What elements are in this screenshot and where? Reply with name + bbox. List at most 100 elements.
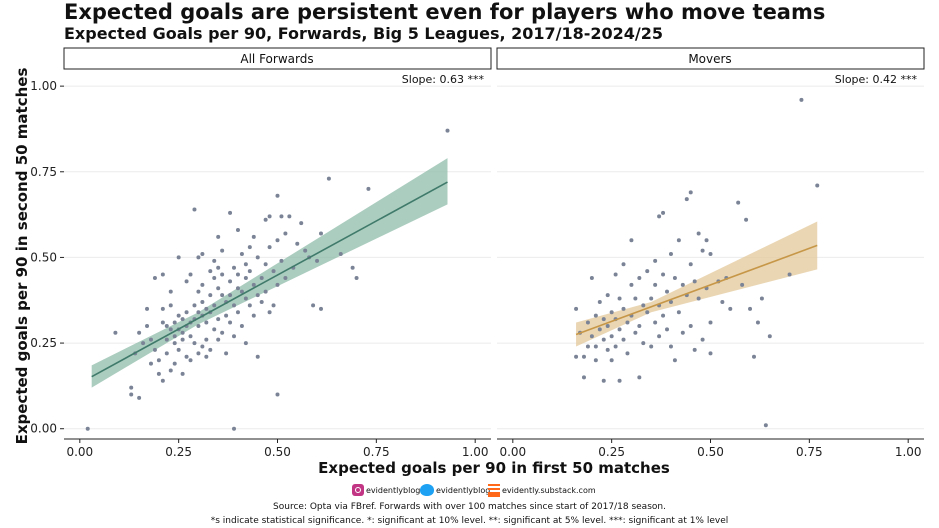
instagram-handle: evidentlyblog (366, 485, 421, 495)
scatter-point (216, 234, 221, 239)
scatter-point (232, 303, 237, 308)
scatter-point (668, 252, 673, 256)
scatter-point (744, 217, 749, 222)
scatter-point (247, 245, 252, 250)
scatter-point (275, 282, 280, 287)
scatter-point (188, 334, 193, 339)
scatter-point (645, 269, 650, 274)
scatter-point (680, 330, 685, 335)
scatter-point (228, 293, 233, 298)
scatter-point (113, 330, 118, 335)
scatter-point (366, 186, 371, 191)
scatter-point (145, 323, 150, 328)
scatter-point (184, 354, 189, 359)
scatter-point (605, 347, 610, 352)
scatter-point (196, 310, 201, 315)
scatter-point (196, 323, 201, 328)
scatter-point (212, 303, 217, 308)
x-tick-label: 1.00 (462, 445, 489, 459)
scatter-point (688, 262, 693, 267)
scatter-point (593, 313, 598, 318)
scatter-point (220, 293, 225, 298)
scatter-point (208, 269, 213, 274)
scatter-point (708, 351, 713, 356)
scatter-point (251, 234, 256, 239)
twitter-icon (420, 484, 434, 496)
scatter-point (445, 128, 450, 133)
scatter-point (172, 341, 177, 346)
x-tick-label: 0.00 (66, 445, 93, 459)
scatter-point (649, 344, 654, 349)
x-ticks: 0.00 0.25 0.50 0.75 1.00 (499, 439, 922, 459)
scatter-point (275, 193, 280, 198)
scatter-point (574, 354, 579, 359)
scatter-point (720, 299, 725, 304)
scatter-point (129, 392, 134, 397)
scatter-point (692, 347, 697, 352)
scatter-point (184, 279, 189, 284)
x-tick-label: 0.00 (499, 445, 526, 459)
scatter-point (601, 378, 606, 383)
scatter-point (228, 279, 233, 284)
scatter-point (589, 334, 594, 339)
gridlines (497, 85, 924, 430)
confidence-band (576, 221, 818, 347)
scatter-point (243, 296, 248, 301)
panel-strip-label: All Forwards (240, 52, 313, 66)
scatter-point (704, 238, 709, 243)
scatter-point (164, 323, 169, 328)
scatter-point (609, 310, 614, 315)
scatter-point (661, 210, 666, 215)
scatter-point (220, 272, 225, 277)
y-ticks: 0.00 0.25 0.50 0.75 1.00 (30, 79, 64, 436)
page-title: Expected goals are persistent even for p… (64, 0, 826, 24)
scatter-point (815, 183, 820, 188)
panel-strip (496, 47, 925, 70)
significance-note: *s indicate statistical significance. *:… (210, 516, 729, 526)
scatter-point (216, 286, 221, 291)
scatter-point (208, 347, 213, 352)
twitter-credit[interactable]: evidentlyblog (420, 481, 490, 499)
scatter-point (665, 289, 670, 294)
scatter-point (672, 275, 677, 280)
instagram-credit[interactable]: evidentlyblog (352, 481, 420, 499)
scatter-point (200, 344, 205, 349)
scatter-point (204, 354, 209, 359)
scatter-point (141, 341, 146, 346)
substack-icon (488, 483, 500, 497)
x-tick-label: 0.50 (697, 445, 724, 459)
confidence-band (91, 158, 448, 388)
scatter-point (763, 423, 768, 428)
scatter-points (85, 128, 450, 431)
fit-line (91, 181, 448, 378)
scatter-point (601, 317, 606, 322)
scatter-point (243, 275, 248, 280)
scatter-point (649, 296, 654, 301)
y-tick-label: 1.00 (30, 79, 57, 93)
scatter-point (176, 313, 181, 318)
substack-credit[interactable]: evidently.substack.com (488, 481, 596, 499)
scatter-point (799, 97, 804, 102)
scatter-point (700, 337, 705, 342)
scatter-point (196, 255, 201, 260)
scatter-point (184, 310, 189, 315)
instagram-icon (352, 484, 364, 496)
scatter-point (263, 289, 268, 294)
scatter-point (180, 317, 185, 322)
scatter-point (212, 275, 217, 280)
scatter-point (688, 323, 693, 328)
scatter-point (641, 303, 646, 308)
scatter-point (129, 385, 134, 390)
scatter-point (736, 200, 741, 205)
scatter-point (208, 293, 213, 298)
scatter-point (621, 306, 626, 311)
scatter-point (680, 282, 685, 287)
scatter-point (259, 299, 264, 304)
scatter-point (220, 248, 225, 253)
scatter-point (148, 361, 153, 366)
scatter-point (315, 258, 320, 263)
scatter-point (601, 337, 606, 342)
scatter-point (593, 344, 598, 349)
scatter-point (255, 293, 260, 298)
scatter-point (216, 337, 221, 342)
